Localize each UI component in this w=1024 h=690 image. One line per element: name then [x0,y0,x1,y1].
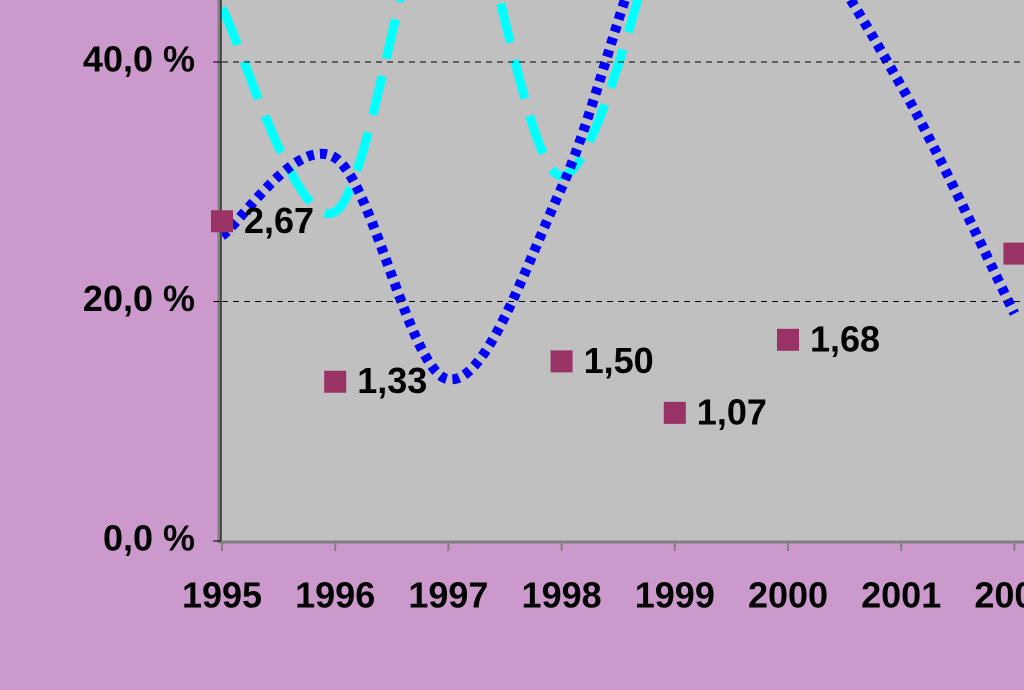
marker [663,401,686,424]
plot-area [222,0,1024,541]
y-tick-label: 40,0 % [83,39,195,80]
data-label: 1,33 [357,360,427,401]
x-tick-label: 1996 [295,575,375,616]
y-tick-label: 0,0 % [103,518,195,559]
marker [1003,242,1024,265]
marker [211,210,233,233]
x-tick-label: 2001 [861,575,941,616]
x-tick-label: 1995 [182,575,262,616]
data-label: 1,50 [584,340,654,381]
data-label: 1,07 [697,391,767,432]
x-tick-label: 2000 [748,575,828,616]
marker [777,328,799,351]
data-label: 1,68 [810,318,880,359]
x-tick-label: 1999 [635,575,715,616]
x-tick-label: 1997 [408,575,488,616]
series-line [222,0,643,218]
data-label: 2,67 [244,200,314,241]
marker [550,350,573,373]
marker [324,370,347,393]
x-tick-label: 1998 [522,575,602,616]
x-tick-label: 2002 [974,575,1024,616]
y-tick-label: 20,0 % [83,278,195,319]
